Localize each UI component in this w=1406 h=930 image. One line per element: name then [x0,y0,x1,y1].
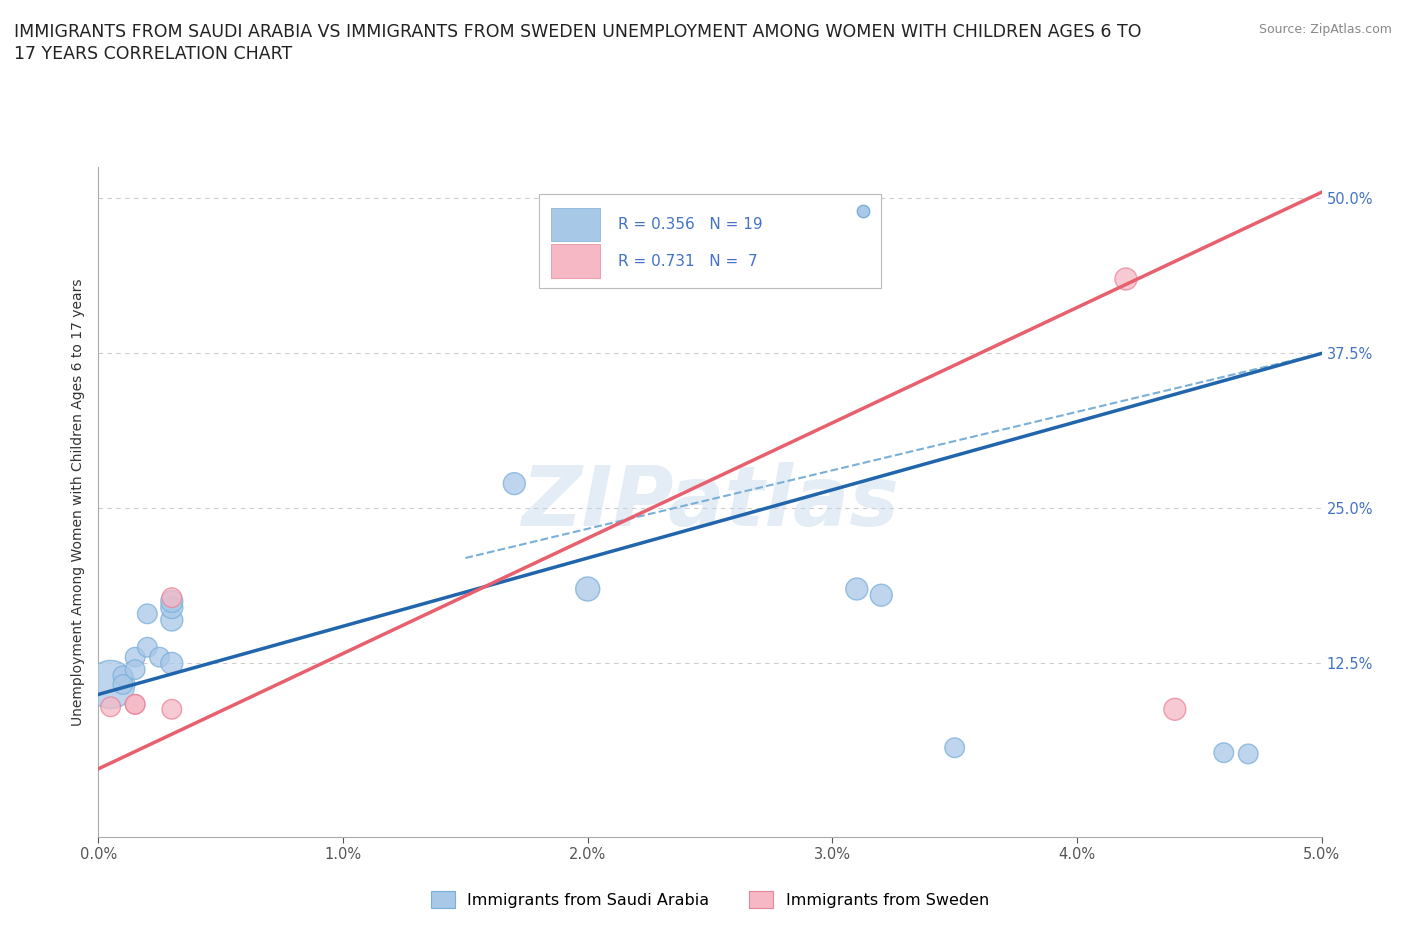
Point [1237,747,1260,762]
Point [943,740,966,755]
Point [1164,702,1187,717]
Text: IMMIGRANTS FROM SAUDI ARABIA VS IMMIGRANTS FROM SWEDEN UNEMPLOYMENT AMONG WOMEN : IMMIGRANTS FROM SAUDI ARABIA VS IMMIGRAN… [14,23,1142,41]
Text: R = 0.356   N = 19: R = 0.356 N = 19 [619,217,763,232]
Point [149,650,172,665]
Point [160,594,183,609]
FancyBboxPatch shape [551,245,600,278]
Text: Source: ZipAtlas.com: Source: ZipAtlas.com [1258,23,1392,36]
Point [576,581,599,596]
Text: R = 0.731   N =  7: R = 0.731 N = 7 [619,254,758,269]
Y-axis label: Unemployment Among Women with Children Ages 6 to 17 years: Unemployment Among Women with Children A… [72,278,86,726]
Point [160,591,183,605]
Point [124,697,146,711]
Point [100,677,122,692]
FancyBboxPatch shape [538,194,882,288]
Point [100,699,122,714]
Point [160,656,183,671]
Point [1115,272,1137,286]
Point [111,677,134,692]
Text: 17 YEARS CORRELATION CHART: 17 YEARS CORRELATION CHART [14,45,292,62]
Point [870,588,893,603]
Point [124,662,146,677]
Point [503,476,526,491]
Point [136,606,159,621]
Point [160,600,183,615]
FancyBboxPatch shape [551,207,600,241]
Point [136,640,159,655]
Point [124,697,146,711]
Point [160,613,183,628]
Point [111,669,134,684]
Point [1212,745,1234,760]
Point [124,650,146,665]
Point [160,702,183,717]
Legend: Immigrants from Saudi Arabia, Immigrants from Sweden: Immigrants from Saudi Arabia, Immigrants… [423,884,997,916]
Text: ZIPatlas: ZIPatlas [522,461,898,543]
Point [845,581,868,596]
